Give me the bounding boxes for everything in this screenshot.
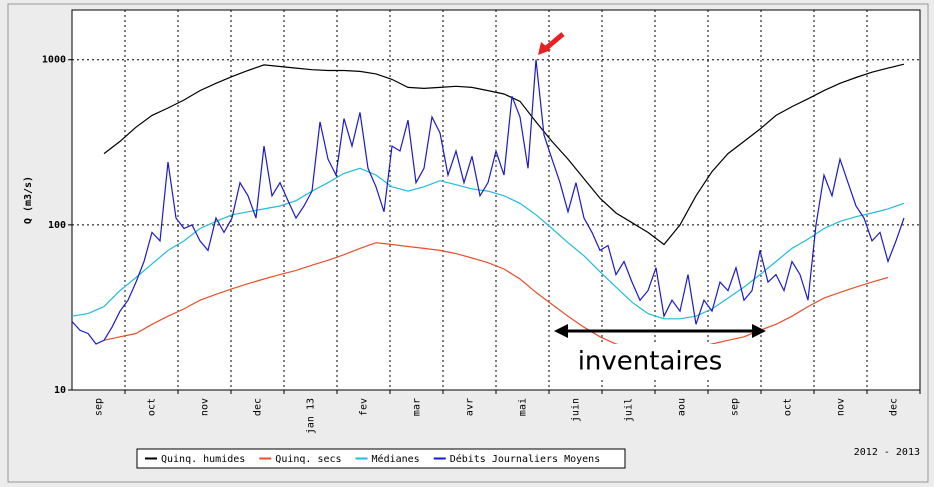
- y-tick-label: 1000: [42, 55, 66, 66]
- legend-label: Débits Journaliers Moyens: [450, 453, 601, 465]
- annotation: inventaires: [578, 347, 723, 377]
- series-line: [103, 63, 905, 246]
- x-tick-label: avr: [465, 398, 476, 416]
- marks: 10 100 1000 sep oct nov dec jan 13 fev mar avr mai j…: [42, 10, 921, 434]
- x-tick-label: nov: [836, 398, 847, 416]
- x-tick-label: dec: [253, 398, 264, 416]
- y-tick-label: 100: [48, 220, 66, 231]
- x-tick-label: oct: [783, 398, 794, 416]
- annotation-bg: [572, 344, 728, 378]
- y-tick-label: 10: [54, 385, 66, 396]
- legend-label: Quinq. secs: [275, 454, 341, 465]
- x-tick-label: fev: [359, 398, 370, 416]
- arrow-head: [752, 324, 766, 338]
- x-tick-label: mai: [518, 398, 529, 416]
- x-tick-label: nov: [200, 398, 211, 416]
- legend-label: Quinq. humides: [161, 454, 245, 465]
- legend-label: Médianes: [372, 453, 420, 465]
- y-axis-label: Q (m3/s): [23, 176, 34, 224]
- series-line: [71, 59, 905, 345]
- x-tick-label: dec: [889, 398, 900, 416]
- x-tick-label: oct: [147, 398, 158, 416]
- x-tick-label: mar: [412, 398, 423, 416]
- arrow-head: [554, 324, 568, 338]
- legend-items: Quinq. humides Quinq. secs Médianes Débits …: [145, 453, 600, 465]
- x-tick-label: juin: [571, 398, 582, 422]
- period-label: 2012 - 2013: [854, 447, 920, 458]
- x-tick-label: sep: [94, 398, 105, 416]
- x-tick-label: aou: [677, 398, 688, 416]
- x-tick-label: juil: [624, 398, 635, 422]
- x-tick-label: jan 13: [306, 398, 317, 434]
- arrow-head: [538, 42, 551, 55]
- x-tick-label: sep: [730, 398, 741, 416]
- legend: [136, 448, 626, 469]
